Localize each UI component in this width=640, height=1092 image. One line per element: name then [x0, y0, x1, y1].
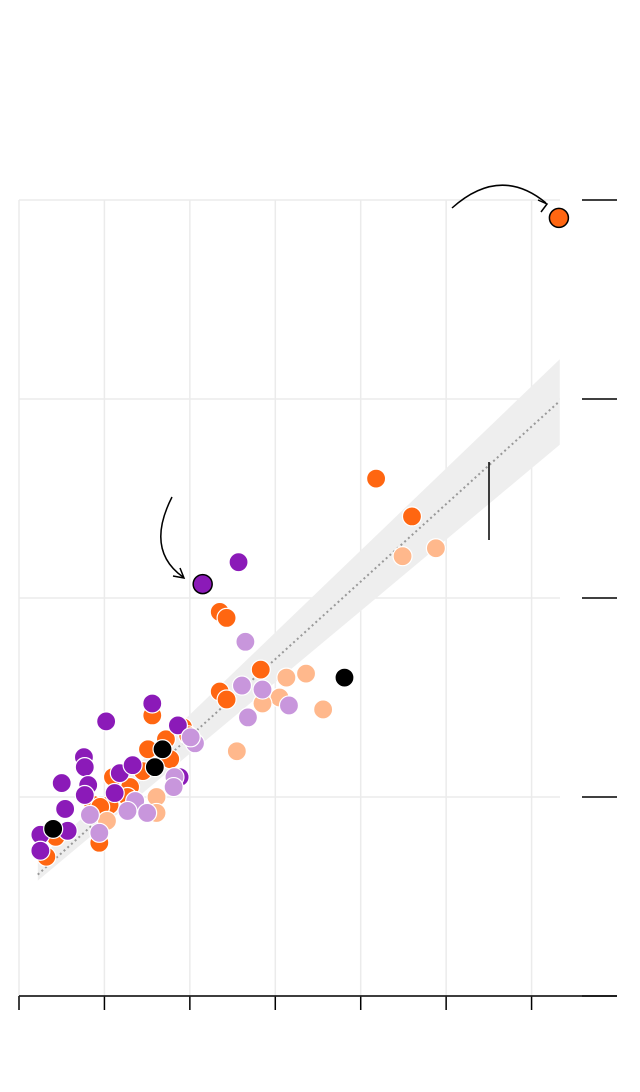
data-point [167, 715, 188, 736]
data-point [401, 506, 423, 527]
data-point [216, 607, 237, 629]
data-point [122, 755, 143, 776]
data-point [252, 679, 273, 700]
data-point [226, 741, 247, 762]
arrow-head [537, 199, 549, 213]
data-point [276, 667, 297, 688]
data-point [295, 663, 317, 684]
data-point [96, 711, 117, 732]
data-point [235, 631, 256, 652]
data-point [425, 538, 446, 559]
data-point [30, 840, 51, 861]
data-point [137, 802, 158, 824]
data-point [180, 727, 201, 748]
data-point [365, 468, 387, 489]
data-point [74, 784, 95, 806]
data-point [89, 822, 110, 843]
background-layer [18, 199, 617, 1010]
data-point [192, 573, 213, 595]
annotations [160, 184, 549, 579]
data-point [117, 800, 138, 822]
data-point [313, 699, 334, 720]
data-point [55, 798, 76, 820]
data-point [392, 546, 413, 567]
annotation-arrow [160, 496, 184, 578]
data-point [334, 667, 355, 688]
data-point [231, 675, 253, 696]
data-point [548, 207, 570, 229]
data-point [142, 693, 163, 714]
data-point [228, 552, 249, 573]
data-point [79, 804, 101, 826]
data-point [51, 772, 72, 794]
data-point [74, 757, 95, 778]
annotation-arrow [451, 184, 547, 209]
arrow-head [172, 567, 186, 579]
data-point [104, 782, 125, 804]
data-point [144, 757, 165, 778]
data-point [216, 689, 237, 710]
data-point [278, 695, 300, 716]
data-point [237, 707, 259, 728]
data-point [43, 818, 64, 839]
data-point [152, 739, 173, 760]
marks-layer [30, 207, 570, 867]
data-point [163, 776, 184, 798]
data-point [250, 659, 271, 680]
